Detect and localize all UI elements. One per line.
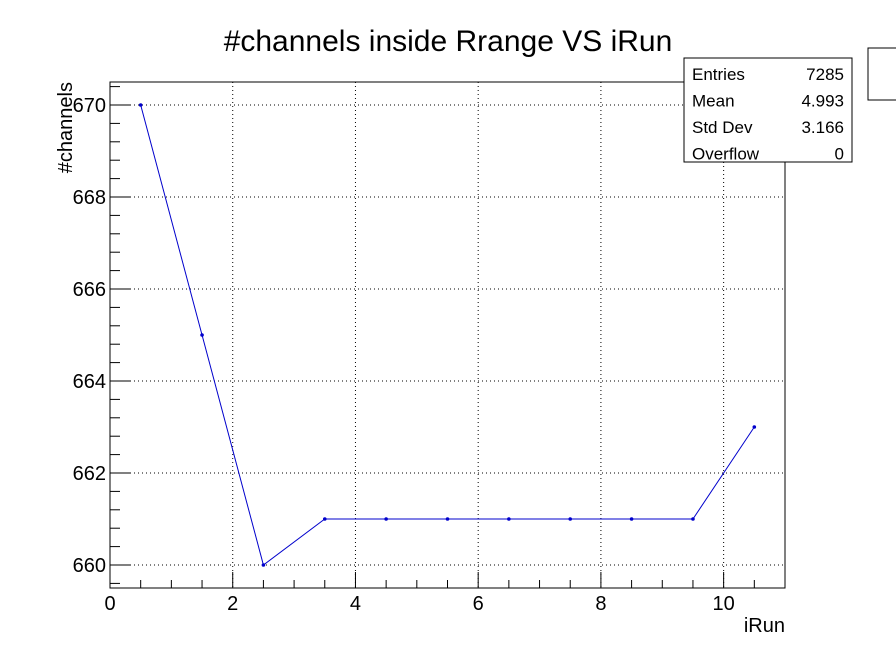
y-axis-label: #channels: [55, 82, 77, 173]
x-tick-label: 10: [713, 593, 735, 615]
x-tick-label: 0: [104, 593, 115, 615]
side-box-edge: [867, 47, 896, 101]
y-tick-label: 666: [73, 279, 106, 301]
x-tick-label: 2: [227, 593, 238, 615]
data-point: [507, 517, 511, 521]
x-tick-label: 6: [473, 593, 484, 615]
data-point: [629, 517, 634, 521]
y-tick-label: 662: [73, 463, 106, 485]
data-point: [568, 517, 573, 521]
x-tick-label: 8: [595, 593, 606, 615]
y-tick-label: 660: [73, 555, 106, 577]
stats-label: Entries: [692, 65, 745, 84]
grid: [110, 82, 785, 588]
y-tick-label: 668: [73, 187, 106, 209]
x-axis-label: iRun: [744, 615, 785, 637]
data-point: [138, 103, 143, 107]
x-axis: 0 2 4 6 8 10: [104, 572, 755, 615]
y-tick-label: 664: [73, 371, 106, 393]
x-tick-label: 4: [350, 593, 361, 615]
stats-label: Std Dev: [692, 118, 753, 137]
y-tick-label: 670: [73, 95, 106, 117]
data-point: [445, 517, 450, 521]
stats-value: 4.993: [801, 92, 844, 111]
data-series: [138, 103, 757, 567]
data-point: [200, 333, 204, 337]
stats-label: Overflow: [692, 145, 760, 164]
data-point: [322, 517, 327, 521]
data-point: [384, 517, 388, 521]
data-point: [752, 425, 757, 429]
stats-box: Entries 7285 Mean 4.993 Std Dev 3.166 Overflow…: [683, 57, 853, 164]
stats-label: Mean: [692, 92, 735, 111]
y-axis: 660 662 664 666 668 670: [73, 86, 130, 584]
data-point: [691, 517, 695, 521]
stats-value: 7285: [806, 65, 844, 84]
data-point: [261, 563, 266, 567]
chart-title: #channels inside Rrange VS iRun: [224, 25, 673, 58]
stats-value: 3.166: [801, 118, 844, 137]
stats-value: 0: [835, 145, 844, 164]
